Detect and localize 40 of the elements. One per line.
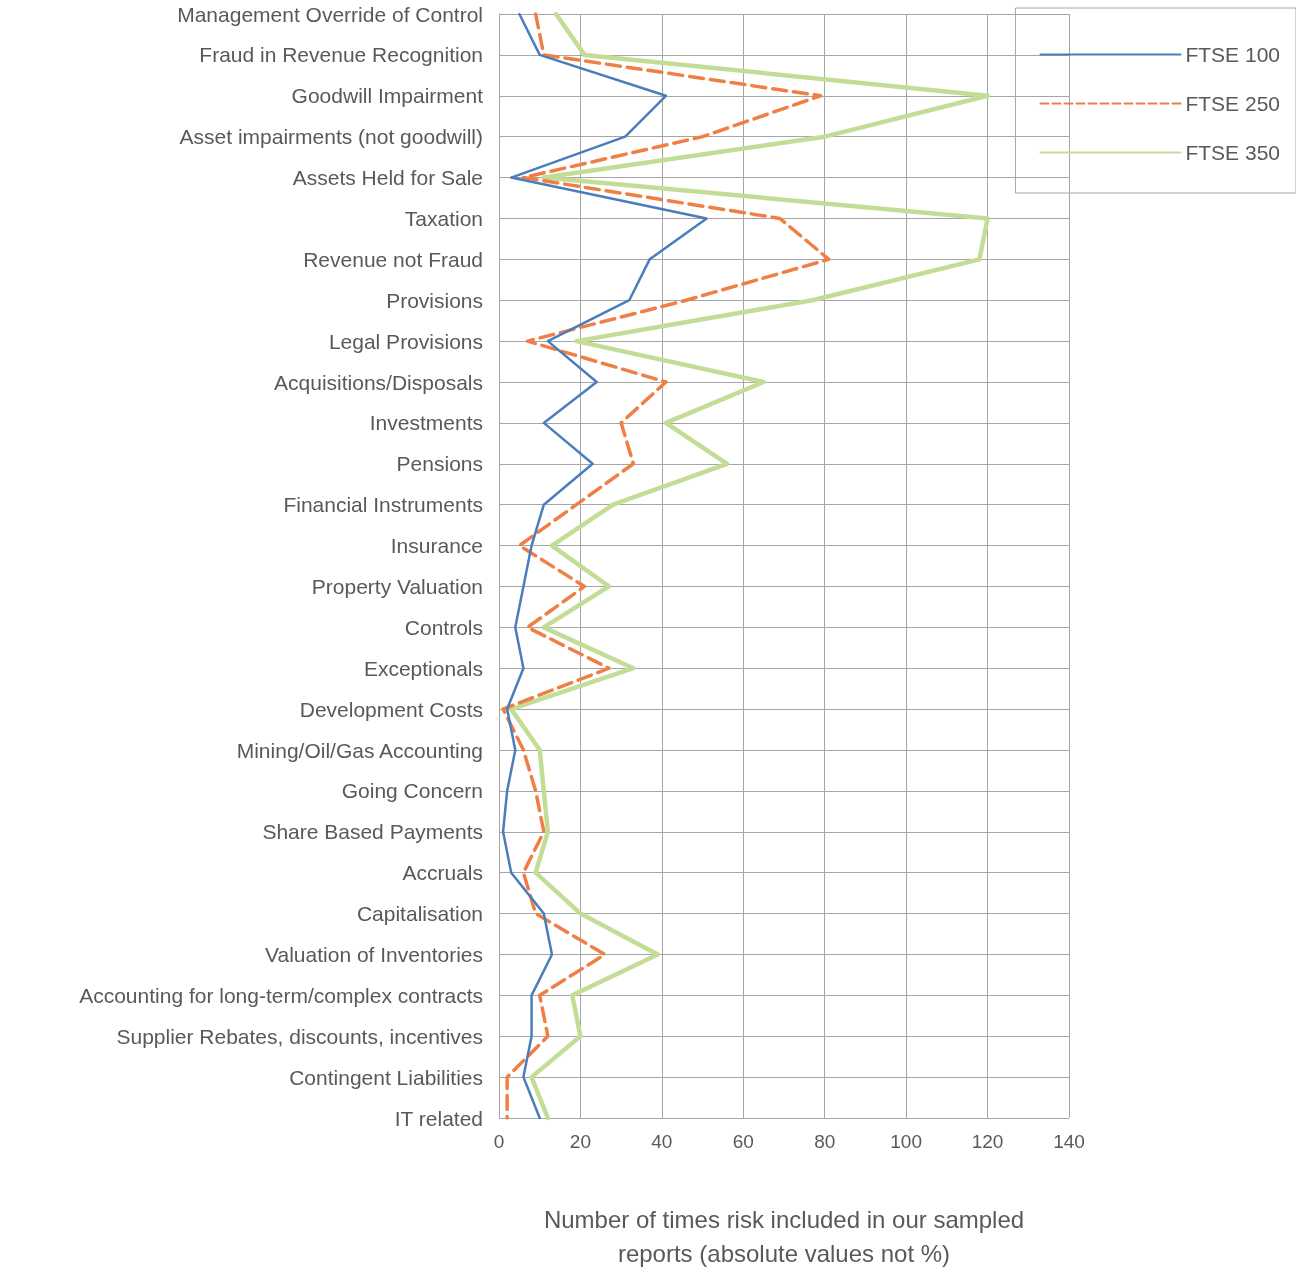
y-tick-label: Taxation [404,206,483,230]
y-tick-label: Fraud in Revenue Recognition [199,43,483,67]
y-tick-label: Revenue not Fraud [303,247,483,271]
y-tick-label: Accounting for long-term/complex contracts [79,983,483,1007]
y-tick-label: Provisions [386,288,483,312]
y-tick-label: Going Concern [341,779,483,803]
y-tick-label: Valuation of Inventories [265,942,483,966]
x-tick-label: 100 [890,1131,922,1152]
text: FTSE 100 [1185,43,1281,66]
y-tick-label: IT related [394,1106,483,1130]
x-tick-label: 120 [971,1131,1004,1152]
y-tick-label: Property Valuation [311,574,483,598]
y-tick-label: Asset impairments (not goodwill) [179,125,483,149]
y-tick-label: Capitalisation [356,902,483,926]
y-tick-label: Financial Instruments [283,493,483,517]
y-tick-label: Development Costs [299,697,483,721]
x-tick-label: 40 [651,1131,673,1152]
y-tick-label: Exceptionals [363,656,483,680]
y-tick-label: Accruals [402,861,483,885]
y-tick-label: Investments [369,411,483,435]
y-tick-label: Supplier Rebates, discounts, incentives [116,1024,483,1048]
y-tick-label: Legal Provisions [328,329,483,353]
y-tick-label: Acquisitions/Disposals [274,370,483,394]
y-tick-label: Assets Held for Sale [292,166,483,190]
y-tick-label: Management Override of Control [177,2,483,26]
text: FTSE 350 [1185,141,1281,164]
y-tick-label: Mining/Oil/Gas Accounting [236,738,483,762]
y-tick-label: Share Based Payments [262,820,483,844]
x-axis-title: Number of times risk included in our sampled reports (absolute values not %) [543,1205,1025,1267]
y-tick-label: Goodwill Impairment [291,84,484,108]
y-tick-label: Insurance [390,534,483,558]
text: FTSE 250 [1185,92,1281,115]
y-tick-label: Pensions [396,452,483,476]
x-tick-label: 140 [1053,1131,1085,1152]
x-tick-label: 80 [814,1131,836,1152]
x-tick-label: 20 [569,1131,591,1152]
y-tick-label: Controls [404,615,483,639]
x-tick-label: 0 [493,1131,505,1152]
y-tick-label: Contingent Liabilities [289,1065,483,1089]
x-tick-label: 60 [732,1131,754,1152]
